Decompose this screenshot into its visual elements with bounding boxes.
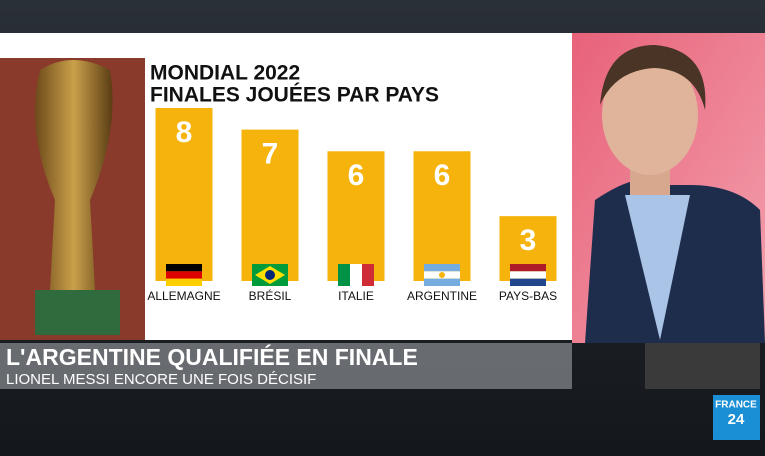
flag-stripe bbox=[166, 271, 202, 279]
chart-title: MONDIAL 2022 bbox=[150, 62, 300, 85]
value-label: 8 bbox=[176, 116, 193, 149]
bar bbox=[241, 129, 299, 281]
trophy-base bbox=[35, 290, 120, 335]
headline: L'ARGENTINE QUALIFIÉE EN FINALE bbox=[6, 343, 418, 370]
value-label: 6 bbox=[348, 159, 365, 192]
flag-stripe bbox=[166, 278, 202, 286]
category-label: ARGENTINE bbox=[407, 289, 477, 303]
studio-shelf bbox=[645, 343, 760, 389]
category-label: BRÉSIL bbox=[249, 288, 292, 303]
flag-stripe bbox=[510, 264, 546, 272]
flag-sun bbox=[439, 272, 445, 278]
subline: LIONEL MESSI ENCORE UNE FOIS DÉCISIF bbox=[6, 371, 316, 388]
flag-stripe bbox=[362, 264, 374, 286]
logo bbox=[713, 395, 760, 440]
category-label: PAYS-BAS bbox=[499, 289, 557, 303]
flag-stripe bbox=[510, 271, 546, 279]
presenter-shirt bbox=[625, 195, 690, 340]
bar bbox=[155, 108, 213, 281]
value-label: 7 bbox=[262, 138, 279, 171]
bar bbox=[327, 151, 385, 281]
flag-stripe bbox=[166, 264, 202, 272]
trophy bbox=[35, 60, 113, 290]
bar bbox=[413, 151, 471, 281]
presenter-hair bbox=[600, 45, 706, 110]
presenter-face bbox=[602, 55, 698, 175]
flag-stripe bbox=[424, 264, 460, 272]
lower-third bbox=[0, 343, 572, 389]
flag-globe bbox=[265, 270, 275, 280]
logo-line1: FRANCE bbox=[715, 400, 757, 411]
flag-stripe bbox=[338, 264, 350, 286]
flag-stripe bbox=[424, 278, 460, 286]
flag-stripe bbox=[510, 278, 546, 286]
category-label: ITALIE bbox=[338, 289, 374, 303]
bars: 8 ALLEMAGNE 7 BRÉSIL 6 ITALIE 6 ARGENTINE 3 PAYS-… bbox=[147, 108, 557, 303]
value-label: 6 bbox=[434, 159, 451, 192]
value-label: 3 bbox=[520, 224, 537, 257]
logo-line2: 24 bbox=[728, 411, 745, 428]
category-label: ALLEMAGNE bbox=[147, 289, 220, 303]
chart-subtitle: FINALES JOUÉES PAR PAYS bbox=[150, 84, 439, 107]
flag-stripe bbox=[350, 264, 362, 286]
